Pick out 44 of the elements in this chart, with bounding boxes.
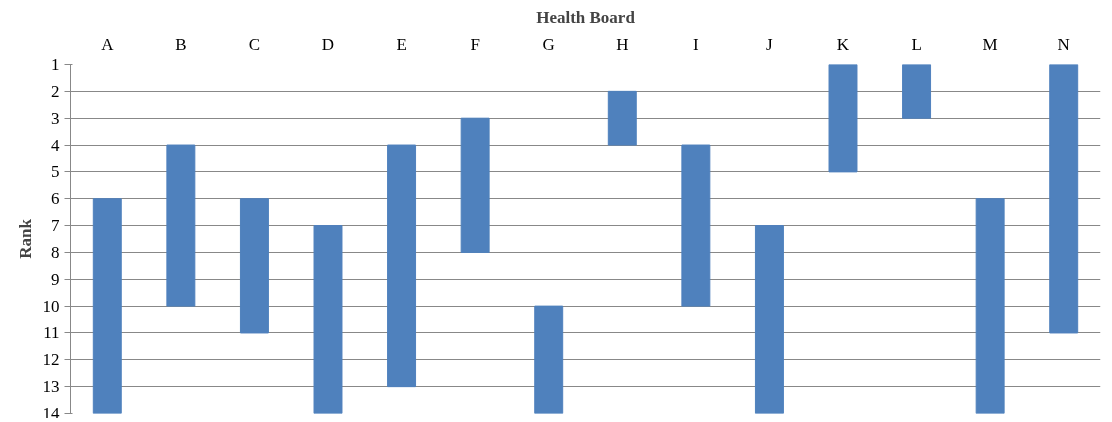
y-tick-label: 5	[51, 162, 60, 182]
bar	[460, 117, 490, 253]
bar	[534, 305, 564, 414]
x-tick-label: G	[542, 34, 555, 54]
y-tick-label: 10	[42, 296, 60, 316]
x-tick-label: C	[248, 34, 261, 54]
bar	[902, 64, 932, 119]
x-tick-label: I	[693, 34, 700, 54]
y-tick-label: 3	[51, 108, 60, 128]
x-tick-label: K	[836, 34, 850, 54]
y-tick-label: 1	[51, 55, 60, 74]
x-tick-label: N	[1057, 34, 1070, 54]
y-tick-label: 12	[42, 350, 60, 370]
y-tick-label: 2	[51, 81, 60, 101]
bar	[313, 225, 343, 414]
bar	[387, 144, 417, 388]
y-tick-label: 13	[42, 377, 60, 397]
y-tick-label: 6	[51, 189, 60, 209]
y-tick-label: 8	[51, 242, 60, 262]
bar	[239, 198, 269, 334]
bar	[92, 198, 122, 414]
y-tick-label: 7	[51, 216, 60, 236]
bar	[681, 144, 711, 307]
y-axis-title: Rank	[15, 218, 35, 259]
y-tick-label: 4	[51, 135, 60, 155]
y-tick-label: 14	[42, 403, 60, 422]
chart-title: Health Board	[536, 7, 636, 27]
x-tick-label: E	[396, 34, 407, 54]
x-tick-label: D	[321, 34, 335, 54]
bar	[166, 144, 196, 307]
bar	[754, 225, 784, 414]
bar	[1049, 64, 1079, 334]
bar	[975, 198, 1005, 414]
x-tick-label: M	[982, 34, 998, 54]
bar	[607, 90, 637, 146]
y-tick-label: 11	[43, 323, 60, 343]
y-tick-label: 9	[51, 269, 60, 289]
x-tick-label: F	[470, 34, 480, 54]
x-tick-label: B	[175, 34, 187, 54]
bar	[828, 64, 858, 173]
x-tick-label: J	[766, 34, 774, 54]
x-tick-label: A	[101, 34, 115, 54]
x-tick-label: H	[616, 34, 629, 54]
x-tick-label: L	[911, 34, 922, 54]
